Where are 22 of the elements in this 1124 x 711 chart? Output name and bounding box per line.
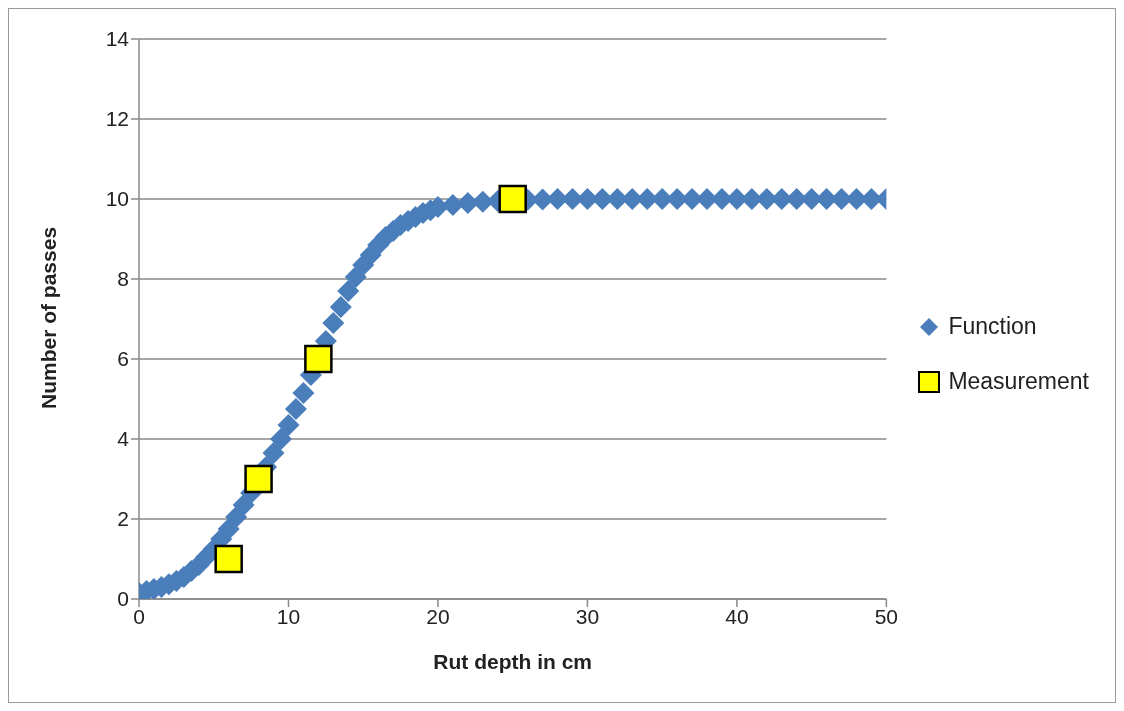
y-tick-label: 10 — [105, 187, 129, 211]
legend-label: Measurement — [948, 368, 1089, 395]
y-tick-label: 6 — [117, 347, 129, 371]
y-tick-label: 8 — [117, 267, 129, 291]
point — [304, 344, 333, 374]
x-tick-label: 10 — [276, 604, 301, 628]
point — [498, 184, 527, 214]
x-axis-title: Rut depth in cm — [433, 650, 593, 673]
point — [244, 464, 273, 494]
x-tick-label: 30 — [575, 604, 600, 628]
y-tick-label: 2 — [117, 507, 129, 531]
x-tick-label: 20 — [426, 604, 450, 628]
y-tick-label: 4 — [117, 427, 130, 451]
y-tick-label: 12 — [105, 107, 129, 131]
legend-label: Function — [948, 313, 1037, 340]
point — [214, 544, 243, 574]
y-tick-label: 0 — [117, 587, 129, 611]
y-axis-title: Number of passes — [37, 226, 61, 409]
x-tick-label: 50 — [874, 604, 899, 628]
y-tick-label: 14 — [105, 27, 130, 51]
x-tick-label: 40 — [725, 604, 749, 628]
x-tick-label: 0 — [133, 604, 145, 628]
